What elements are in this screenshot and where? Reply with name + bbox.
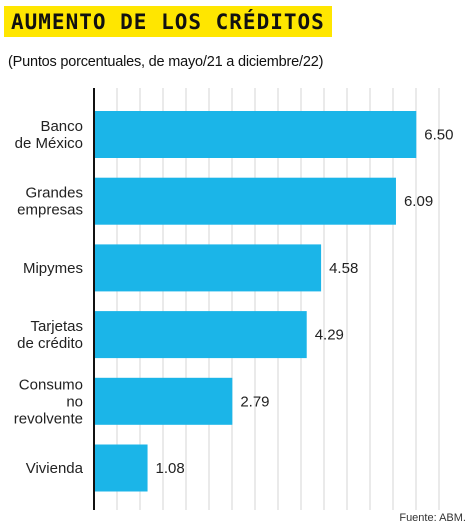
category-label: Mipymes: [23, 260, 83, 277]
value-label: 1.08: [156, 460, 185, 477]
value-label: 2.79: [240, 393, 269, 410]
category-label: Vivienda: [26, 460, 84, 477]
value-label: 4.29: [315, 327, 344, 344]
bar: [94, 444, 148, 492]
chart-title: AUMENTO DE LOS CRÉDITOS: [4, 6, 332, 37]
source-note: Fuente: ABM.: [399, 512, 466, 524]
bar: [94, 244, 322, 292]
category-label: Banco de México: [15, 118, 83, 152]
value-label: 6.50: [424, 127, 453, 144]
value-label: 4.58: [329, 260, 358, 277]
chart-subtitle: (Puntos porcentuales, de mayo/21 a dicie…: [8, 54, 324, 70]
bar: [94, 111, 417, 158]
value-label: 6.09: [404, 193, 433, 210]
bar: [94, 177, 396, 225]
bar: [94, 377, 233, 425]
category-label: Grandes empresas: [17, 185, 83, 219]
category-label: Consumo no revolvente: [14, 376, 83, 427]
bar: [94, 311, 307, 359]
category-label: Tarjetas de crédito: [17, 318, 83, 352]
